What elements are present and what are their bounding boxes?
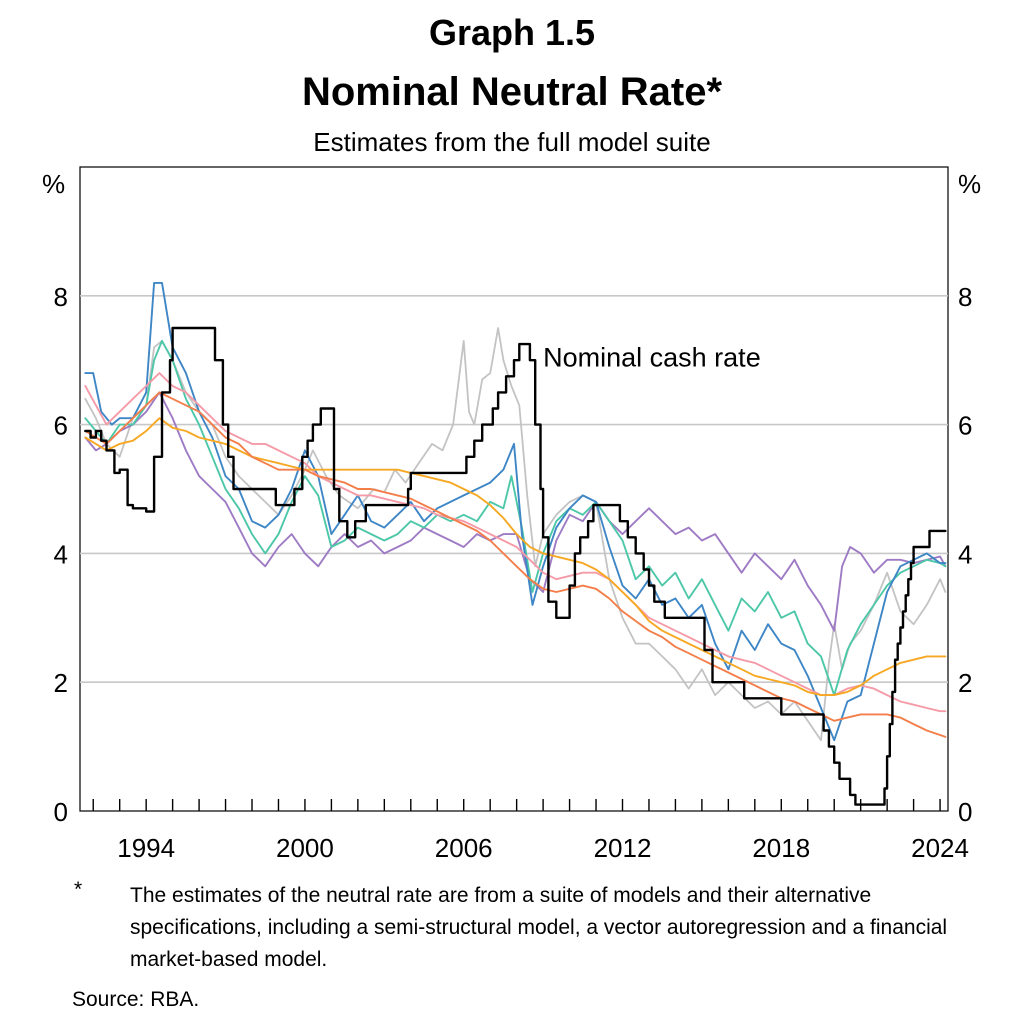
footnote-marker: * [74, 878, 83, 901]
y-tick-right-2: 2 [958, 668, 972, 698]
series-group [84, 281, 947, 806]
series-line-pink-estimate [84, 372, 947, 713]
series-line-teal-estimate [84, 339, 947, 697]
annotation-cash-rate: Nominal cash rate [543, 343, 761, 373]
series-line-blue-estimate [84, 281, 947, 742]
y-tick-left-0: 0 [54, 797, 68, 827]
y-tick-right-0: 0 [958, 797, 972, 827]
x-axis-ticks [92, 799, 941, 811]
y-unit-left: % [42, 169, 65, 199]
chart-svg: 0 0 2 2 4 4 6 6 8 8% % 1994 2000 2006 2012 2018 2024 Nom… [42, 166, 981, 863]
y-tick-left-8: 8 [54, 282, 68, 312]
y-tick-right-6: 6 [958, 411, 972, 441]
axis-labels: 0 0 2 2 4 4 6 6 8 8% % 1994 2000 2006 2012 2018 2024 [42, 169, 981, 863]
x-tick-label-2012: 2012 [594, 833, 652, 863]
x-tick-label-2000: 2000 [276, 833, 334, 863]
y-tick-right-4: 4 [958, 539, 972, 569]
y-unit-right: % [958, 169, 981, 199]
y-tick-left-4: 4 [54, 539, 68, 569]
x-tick-label-2024: 2024 [911, 833, 969, 863]
y-tick-right-8: 8 [958, 282, 972, 312]
chart-title: Nominal Neutral Rate* [301, 70, 723, 114]
series-line-orange-estimate [84, 391, 947, 738]
series-line-yellow-orange-estimate [84, 417, 947, 697]
series-line-nominal-cash-rate [84, 326, 947, 806]
x-tick-label-2018: 2018 [752, 833, 810, 863]
x-tick-label-1994: 1994 [117, 833, 175, 863]
y-tick-left-6: 6 [54, 411, 68, 441]
series-line-light-grey-estimate [84, 327, 947, 742]
footnote-text: The estimates of the neutral rate are fr… [130, 884, 948, 971]
x-tick-label-2006: 2006 [435, 833, 493, 863]
source-line: Source: RBA. [72, 988, 200, 1011]
series-line-purple-estimate [84, 391, 947, 632]
graph-number: Graph 1.5 [428, 12, 596, 53]
chart-subtitle: Estimates from the full model suite [313, 127, 711, 157]
y-tick-left-2: 2 [54, 668, 68, 698]
